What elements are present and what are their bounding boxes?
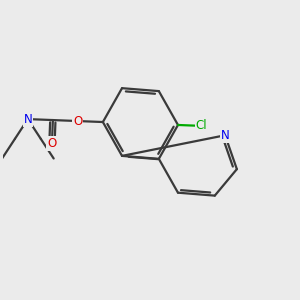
Text: N: N: [23, 112, 32, 126]
Text: Cl: Cl: [196, 119, 207, 132]
Text: O: O: [73, 115, 83, 128]
Text: O: O: [47, 137, 57, 150]
Text: N: N: [221, 129, 230, 142]
